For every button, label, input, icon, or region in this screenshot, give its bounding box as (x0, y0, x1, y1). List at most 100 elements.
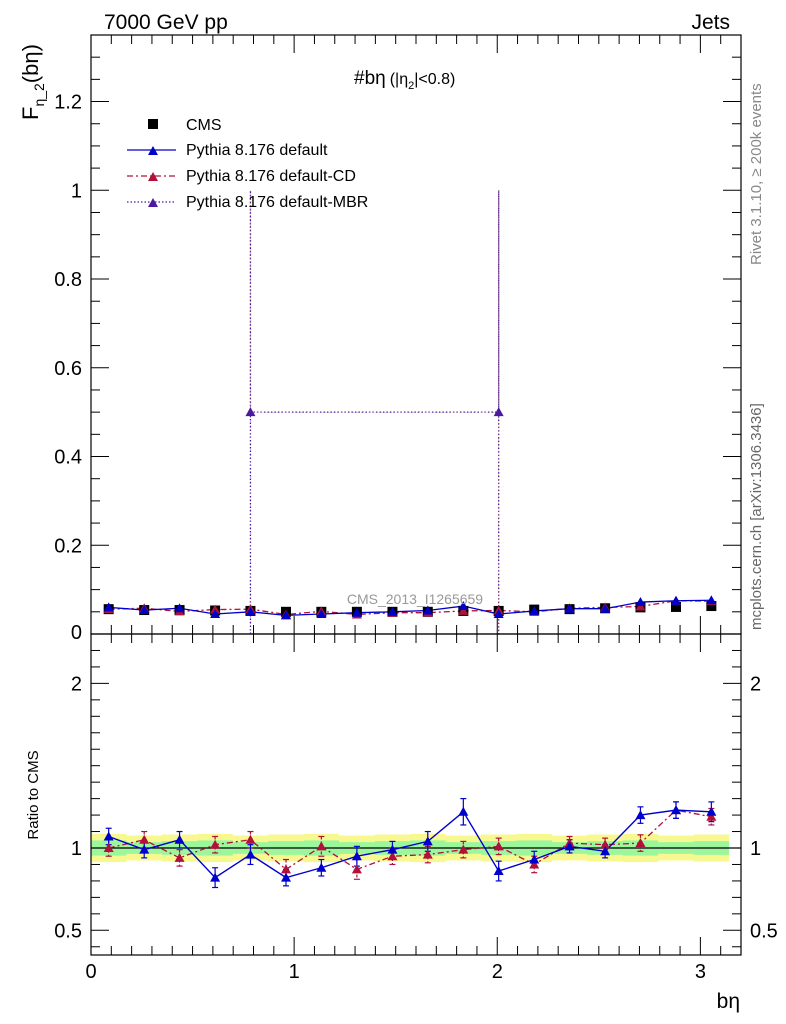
ratio-default-point (387, 844, 398, 854)
main-ytick-label-zero: 0 (71, 622, 82, 644)
mbr-point (245, 407, 256, 417)
ratio-default-point (351, 851, 362, 861)
ratio-series-lines (108, 809, 712, 879)
ratio-default-point (422, 836, 433, 846)
ratio-series-markers (103, 798, 717, 889)
main-ylabel: Fη_2(bη) (18, 44, 47, 120)
mbr-point (493, 407, 504, 417)
legend-item-cd: Pythia 8.176 default-CD (127, 168, 356, 185)
default-point (422, 605, 433, 615)
default-point (139, 605, 150, 615)
default-point (210, 609, 221, 619)
ratio-default-point (635, 810, 646, 820)
ratio-cd-point (458, 844, 469, 854)
default-point (529, 605, 540, 615)
main-ytick-label: 1 (71, 180, 82, 202)
ratio-ytick-label-right: 2 (750, 673, 761, 695)
main-ticks (90, 34, 742, 635)
default-point (103, 602, 114, 612)
ratio-default-point (174, 834, 185, 844)
legend-item-mbr: Pythia 8.176 default-MBR (127, 194, 368, 211)
main-y-tick-labels: 0.2 0.4 0.6 0.8 1 1.2 0 (54, 92, 82, 644)
ratio-cd-point (316, 841, 327, 851)
ratio-ytick-label: 1 (71, 838, 82, 860)
ratio-cd-point (103, 843, 114, 852)
default-point (493, 609, 504, 619)
ratio-ytick-label-right: 0.5 (750, 920, 778, 942)
title-sub: 2 (408, 80, 414, 92)
legend-marker-cd (148, 172, 158, 181)
legend-marker-mbr (148, 198, 158, 207)
ratio-frame (90, 633, 742, 956)
ratio-cd-point (139, 834, 150, 844)
chart-title: #bη (|η2|<0.8) (354, 68, 455, 92)
ratio-xtick-label: 1 (289, 961, 300, 983)
cd-point (458, 605, 469, 615)
default-point (387, 606, 398, 616)
ratio-y-tick-labels: 0.5 0.5 1 1 2 2 (54, 673, 778, 942)
ylabel-main: F (18, 107, 43, 120)
ratio-cd-point (387, 851, 398, 861)
default-point (458, 601, 469, 611)
legend-marker-cms (148, 119, 158, 129)
svg-text:Fη_2(bη): Fη_2(bη) (18, 44, 47, 120)
rivet-label: Rivet 3.1.10, ≥ 200k events (748, 83, 765, 265)
ratio-cd-point (210, 839, 221, 849)
mbr-line (249, 190, 500, 634)
ratio-ytick-label: 0.5 (54, 920, 82, 942)
main-series-lines (108, 599, 712, 617)
ratio-cd-point (422, 849, 433, 859)
ratio-default-point (458, 806, 469, 816)
ylabel-paren: (bη) (18, 44, 43, 83)
ratio-default-point (529, 854, 540, 864)
ratio-default-point (139, 844, 150, 854)
ratio-cd-point (529, 859, 540, 869)
legend: CMS Pythia 8.176 default Pythia 8.176 de… (127, 117, 368, 211)
ratio-default-point (706, 806, 717, 816)
ratio-xtick-label: 2 (492, 961, 503, 983)
ratio-cd-point (493, 841, 504, 851)
default-point (635, 597, 646, 607)
cms-point (671, 601, 681, 612)
default-point (671, 595, 681, 605)
ratio-default-point (210, 872, 221, 882)
ratio-default-point (281, 872, 291, 882)
ratio-ticks (90, 633, 742, 955)
ratio-xtick-label: 3 (695, 961, 706, 983)
mbr-line-underlay (250, 190, 499, 634)
main-ytick-label: 0.6 (54, 358, 82, 380)
legend-label-cms: CMS (186, 117, 222, 134)
mcplots-label: mcplots.cern.ch [arXiv:1306.3436] (748, 403, 765, 630)
main-series-markers (103, 407, 717, 620)
mbr-series-lines (249, 190, 500, 634)
ratio-xtick-label: 0 (85, 961, 96, 983)
legend-marker-default (148, 146, 158, 155)
main-ytick-label: 0.4 (54, 447, 82, 469)
ratio-default-point (316, 862, 327, 872)
ratio-default-point (564, 841, 575, 851)
ratio-default-point (671, 805, 681, 815)
cd-line (108, 600, 712, 616)
ratio-panel: 0.5 0.5 1 1 2 2 0 1 2 3 Ratio to CMS bη (25, 633, 778, 1013)
ratio-ytick-label-right: 1 (750, 838, 761, 860)
default-point (564, 603, 575, 613)
ratio-default-point (600, 846, 611, 856)
title-paren-open: (|η (390, 71, 408, 88)
legend-label-default: Pythia 8.176 default (186, 142, 328, 159)
default-point (351, 607, 362, 617)
main-ytick-label: 1.2 (54, 92, 82, 114)
ratio-cd-point (635, 838, 646, 848)
default-line (108, 599, 712, 617)
ratio-ytick-label: 2 (71, 673, 82, 695)
default-point (174, 603, 185, 613)
default-point (316, 609, 327, 619)
x-axis-label: bη (717, 990, 740, 1013)
ratio-default-point (103, 831, 114, 841)
header-left: 7000 GeV pp (104, 11, 228, 34)
ratio-ylabel: Ratio to CMS (25, 750, 42, 839)
ratio-cd-point (281, 864, 291, 874)
legend-item-default: Pythia 8.176 default (127, 142, 328, 159)
cms-point (706, 601, 717, 612)
legend-item-cms: CMS (148, 117, 222, 134)
ratio-default-line (108, 809, 712, 879)
